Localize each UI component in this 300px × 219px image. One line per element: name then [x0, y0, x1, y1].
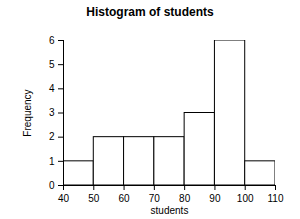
svg-text:6: 6 — [49, 35, 55, 46]
html-text:Histogram of students: Histogram of students — [86, 5, 214, 19]
svg-text:40: 40 — [58, 193, 70, 204]
svg-text:50: 50 — [88, 193, 100, 204]
svg-text:3: 3 — [49, 107, 55, 118]
svg-text:80: 80 — [179, 193, 191, 204]
svg-text:60: 60 — [119, 193, 131, 204]
svg-text:students: students — [151, 205, 189, 216]
svg-text:0: 0 — [49, 180, 55, 191]
svg-text:5: 5 — [49, 59, 55, 70]
svg-text:100: 100 — [237, 193, 254, 204]
svg-text:110: 110 — [268, 193, 284, 204]
svg-text:70: 70 — [149, 193, 161, 204]
svg-text:Frequency: Frequency — [22, 89, 33, 136]
svg-text:90: 90 — [209, 193, 221, 204]
svg-text:4: 4 — [49, 83, 55, 94]
svg-text:2: 2 — [49, 131, 55, 142]
svg-text:1: 1 — [49, 156, 55, 167]
